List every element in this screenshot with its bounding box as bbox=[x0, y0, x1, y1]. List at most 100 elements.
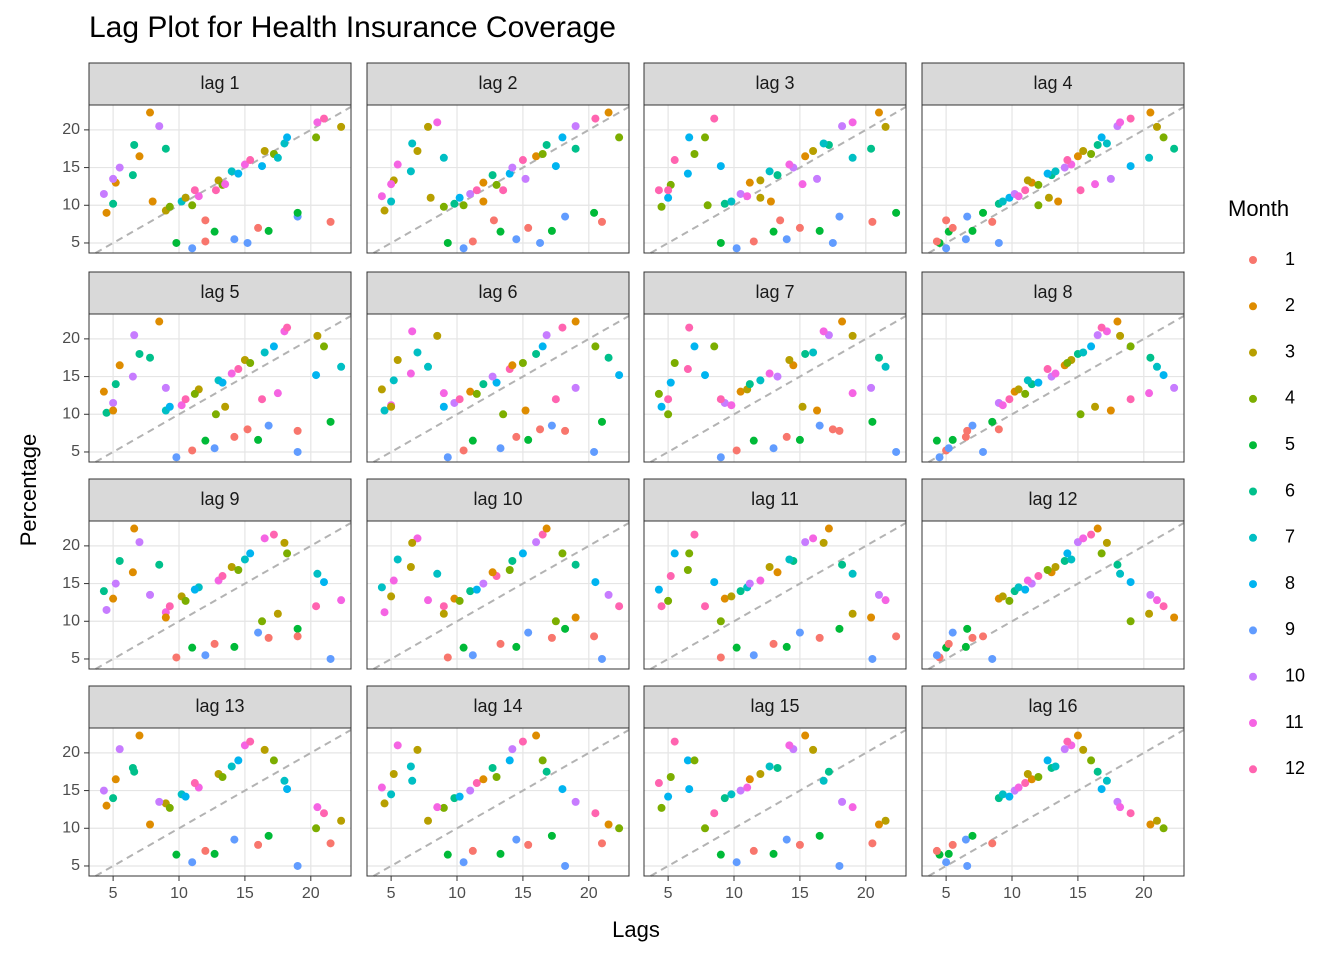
point bbox=[1073, 731, 1082, 740]
point bbox=[944, 639, 953, 648]
point bbox=[1034, 572, 1043, 581]
point bbox=[408, 139, 417, 148]
reference-line bbox=[650, 729, 907, 877]
point bbox=[615, 133, 624, 142]
point bbox=[459, 446, 468, 455]
point bbox=[293, 861, 302, 870]
panel-border bbox=[366, 313, 630, 463]
point bbox=[701, 602, 710, 611]
point bbox=[538, 342, 547, 351]
point bbox=[874, 820, 883, 829]
point bbox=[1116, 118, 1125, 127]
point bbox=[524, 223, 533, 232]
point bbox=[211, 410, 220, 419]
point bbox=[732, 858, 741, 867]
point bbox=[765, 369, 774, 378]
panel-border bbox=[921, 313, 1185, 463]
point bbox=[670, 737, 679, 746]
point bbox=[932, 436, 941, 445]
strip-label: lag 12 bbox=[1028, 489, 1077, 509]
point bbox=[881, 816, 890, 825]
point bbox=[782, 235, 791, 244]
point bbox=[408, 327, 417, 336]
point bbox=[935, 453, 944, 462]
panel-border bbox=[88, 104, 352, 254]
point bbox=[246, 737, 255, 746]
point bbox=[1106, 174, 1115, 183]
point bbox=[319, 809, 328, 818]
point bbox=[736, 786, 745, 795]
point bbox=[115, 556, 124, 565]
y-tick-label: 5 bbox=[71, 234, 80, 251]
point bbox=[479, 775, 488, 784]
point bbox=[313, 118, 322, 127]
point bbox=[439, 402, 448, 411]
point bbox=[496, 444, 505, 453]
point bbox=[868, 417, 877, 426]
point bbox=[657, 202, 666, 211]
point bbox=[536, 238, 545, 247]
point bbox=[312, 602, 321, 611]
point bbox=[690, 756, 699, 765]
point bbox=[512, 835, 521, 844]
legend-label: 9 bbox=[1285, 619, 1295, 639]
legend-marker bbox=[1249, 256, 1257, 264]
point bbox=[815, 226, 824, 235]
x-tick-label: 20 bbox=[302, 885, 320, 902]
point bbox=[670, 156, 679, 165]
point bbox=[773, 568, 782, 577]
point bbox=[1126, 114, 1135, 123]
y-tick-label: 15 bbox=[62, 782, 80, 799]
point bbox=[558, 785, 567, 794]
panel-border bbox=[921, 727, 1185, 877]
point bbox=[146, 108, 155, 117]
point bbox=[1087, 150, 1096, 159]
point bbox=[561, 212, 570, 221]
point bbox=[406, 167, 415, 176]
reference-line bbox=[95, 315, 352, 463]
point bbox=[455, 193, 464, 202]
point bbox=[532, 349, 541, 358]
point bbox=[1023, 769, 1032, 778]
point bbox=[1146, 590, 1155, 599]
point bbox=[387, 197, 396, 206]
point bbox=[813, 406, 822, 415]
point bbox=[172, 653, 181, 662]
point bbox=[773, 372, 782, 381]
point bbox=[838, 122, 847, 131]
point bbox=[433, 803, 442, 812]
strip-label: lag 6 bbox=[478, 282, 517, 302]
point bbox=[1034, 201, 1043, 210]
panel-border bbox=[921, 104, 1185, 254]
point bbox=[234, 566, 243, 575]
x-tick-label: 15 bbox=[514, 885, 532, 902]
point bbox=[512, 432, 521, 441]
point bbox=[135, 538, 144, 547]
point bbox=[459, 201, 468, 210]
point bbox=[389, 576, 398, 585]
point bbox=[1145, 609, 1154, 618]
point bbox=[1014, 192, 1023, 201]
point bbox=[591, 809, 600, 818]
point bbox=[571, 613, 580, 622]
point bbox=[571, 797, 580, 806]
point bbox=[466, 786, 475, 795]
point bbox=[99, 387, 108, 396]
legend-marker bbox=[1249, 765, 1257, 774]
point bbox=[1170, 144, 1179, 153]
point bbox=[479, 197, 488, 206]
point bbox=[172, 453, 181, 462]
point bbox=[716, 238, 725, 247]
point bbox=[443, 850, 452, 859]
point bbox=[988, 417, 997, 426]
point bbox=[749, 651, 758, 660]
point bbox=[188, 446, 197, 455]
panel-border bbox=[643, 727, 907, 877]
point bbox=[293, 447, 302, 456]
point bbox=[102, 408, 111, 417]
point bbox=[492, 773, 501, 782]
point bbox=[654, 389, 663, 398]
point bbox=[190, 779, 199, 788]
panel bbox=[922, 105, 1184, 253]
point bbox=[664, 596, 673, 605]
